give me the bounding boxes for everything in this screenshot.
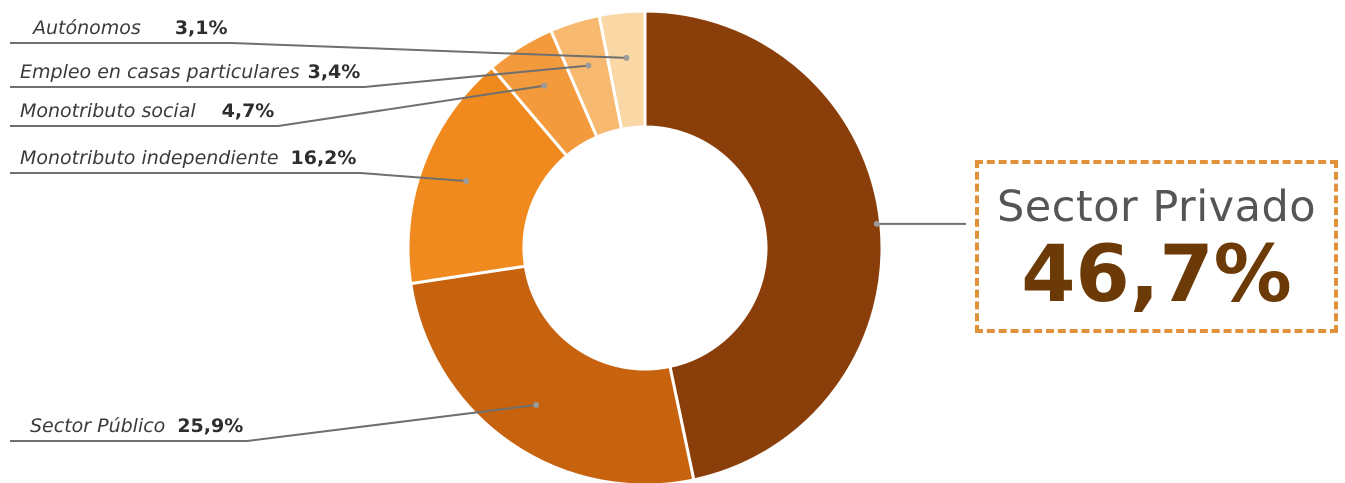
leader-dot-monotributo-independiente bbox=[463, 178, 470, 185]
callout-series-name: Sector Privado bbox=[996, 182, 1317, 232]
leader-line-autonomos bbox=[10, 42, 627, 59]
highlight-callout: Sector Privado 46,7% bbox=[975, 160, 1338, 333]
leader-dot-empleo-en-casas-particulares bbox=[585, 62, 592, 69]
slice-label-value: 3,1% bbox=[175, 17, 228, 39]
leader-dot-autonomos bbox=[623, 54, 630, 61]
slice-label-name: Empleo en casas particulares bbox=[20, 61, 300, 83]
leader-line-monotributo-social bbox=[10, 84, 545, 127]
donut-slices bbox=[406, 9, 884, 483]
slice-label-monotributo-independiente: Monotributo independiente 16,2% bbox=[20, 147, 356, 169]
slice-label-name: Autónomos bbox=[31, 17, 141, 39]
leader-line-sector-publico bbox=[10, 403, 537, 442]
slice-label-value: 4,7% bbox=[222, 100, 275, 122]
slice-label-empleo-en-casas-particulares: Empleo en casas particulares 3,4% bbox=[20, 61, 360, 83]
slice-label-value: 16,2% bbox=[291, 147, 357, 169]
slice-label-sector-publico: Sector Público 25,9% bbox=[30, 415, 243, 437]
leader-dot-sector-privado bbox=[873, 220, 880, 227]
leader-line-empleo-en-casas-particulares bbox=[10, 64, 589, 88]
slice-label-autonomos: Autónomos 3,1% bbox=[31, 17, 228, 39]
slice-label-name: Monotributo independiente bbox=[20, 147, 279, 169]
slice-label-name: Monotributo social bbox=[20, 100, 196, 122]
leader-line-monotributo-independiente bbox=[10, 172, 467, 183]
callout-value: 46,7% bbox=[1021, 230, 1292, 320]
slice-label-monotributo-social: Monotributo social 4,7% bbox=[20, 100, 274, 122]
slice-labels: Sector Público 25,9% Monotributo independi… bbox=[20, 17, 360, 437]
slice-label-value: 25,9% bbox=[177, 415, 243, 437]
leader-dot-monotributo-social bbox=[541, 82, 548, 89]
slice-label-value: 3,4% bbox=[308, 61, 361, 83]
donut-hole bbox=[524, 127, 766, 369]
slice-label-name: Sector Público bbox=[30, 415, 165, 437]
leader-dot-sector-publico bbox=[533, 401, 540, 408]
leader-lines bbox=[10, 42, 966, 442]
